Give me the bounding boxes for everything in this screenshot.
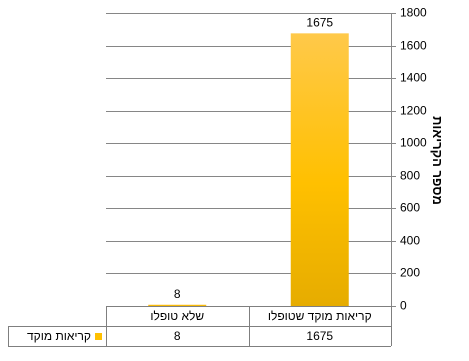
legend-series-name: קריאות מוקד (27, 329, 91, 343)
y-tick-label: 600 (400, 201, 420, 215)
y-tick-label: 1400 (400, 71, 427, 85)
bar (290, 33, 349, 306)
x-category-label: שלא טופלו (150, 309, 204, 323)
y-tick-label: 1800 (400, 6, 427, 20)
legend-key-swatch (95, 333, 102, 340)
x-category-label: קריאות מוקד שטופלו (268, 309, 372, 323)
bar (148, 304, 207, 306)
y-tick-label: 1000 (400, 136, 427, 150)
y-tick-label: 1200 (400, 104, 427, 118)
table-value-cell: 1675 (306, 329, 333, 343)
y-tick-label: 800 (400, 169, 420, 183)
y-tick-label: 400 (400, 234, 420, 248)
y-tick-label: 0 (400, 299, 407, 313)
bar-data-label: 1675 (306, 16, 333, 30)
y-axis-title: מספר הקריאות (429, 115, 445, 205)
bar-data-label: 8 (174, 287, 181, 301)
y-tick-label: 1600 (400, 39, 427, 53)
table-value-cell: 8 (174, 329, 181, 343)
y-tick-label: 200 (400, 266, 420, 280)
